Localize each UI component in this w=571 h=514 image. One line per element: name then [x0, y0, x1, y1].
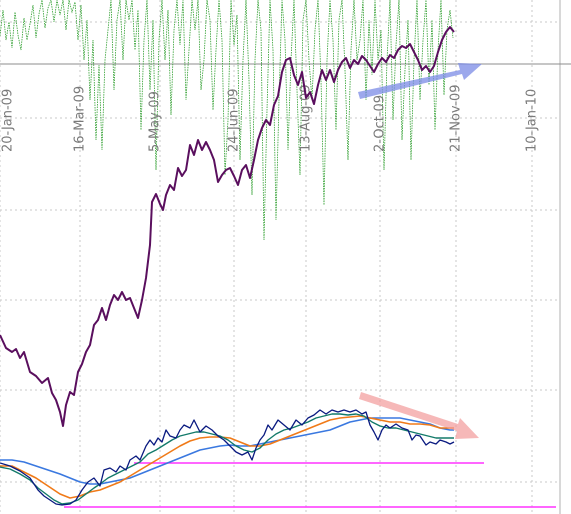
price-line: [0, 26, 455, 427]
x-tick-label: 2-Oct-09: [373, 95, 388, 152]
trend-arrow-down: [359, 392, 479, 439]
ma-fast-line: [0, 409, 455, 506]
x-axis-ticks: 20-Jan-09 16-Mar-09 5-May-09 24-Jun-09 13-Au…: [1, 84, 540, 152]
moving-average-series: [0, 409, 455, 506]
trend-arrow-up: [358, 63, 482, 99]
x-tick-label: 21-Nov-09: [449, 85, 464, 153]
trend-arrows: [358, 63, 482, 439]
x-tick-label: 16-Mar-09: [73, 86, 88, 152]
x-tick-label: 13-Aug-09: [299, 84, 314, 152]
ma-mid-line: [0, 413, 454, 505]
x-tick-label: 10-Jan-10: [525, 89, 540, 152]
x-tick-label: 5-May-09: [148, 91, 163, 152]
x-tick-label: 20-Jan-09: [1, 89, 16, 152]
ma-slow-orange-line: [0, 415, 454, 499]
oscillator-series: [0, 0, 454, 241]
x-tick-label: 24-Jun-09: [227, 88, 242, 152]
oscillator-line: [0, 0, 454, 241]
price-series: [0, 26, 455, 427]
